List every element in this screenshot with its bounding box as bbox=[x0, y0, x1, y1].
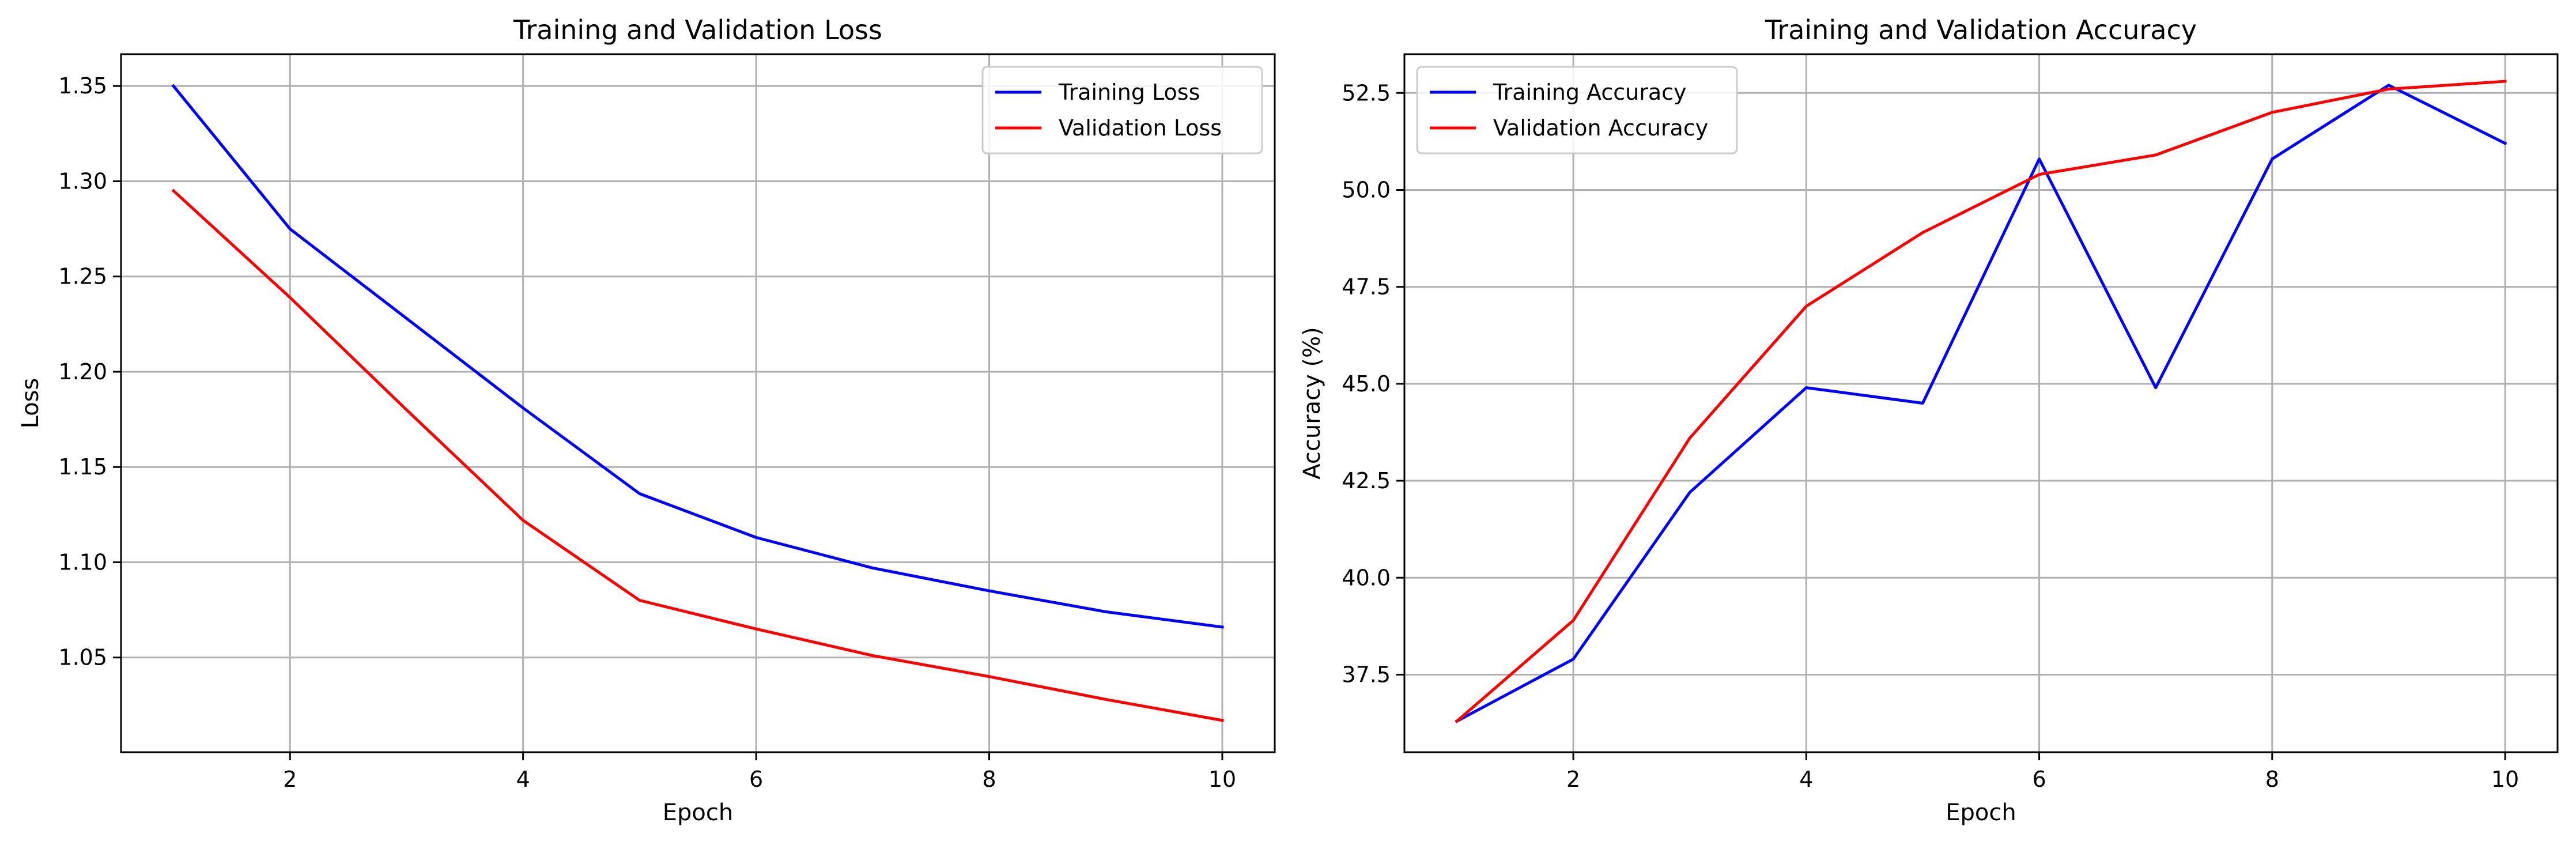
x-tick-label: 8 bbox=[982, 767, 996, 792]
accuracy-chart: 2 4 6 8 10 37.5 40.0 42.5 45.0 47.5 50.0 52.5 Traini… bbox=[1299, 14, 2559, 826]
y-tick-label: 1.10 bbox=[58, 549, 107, 575]
series-line-validation bbox=[171, 188, 1224, 722]
y-tick-label: 45.0 bbox=[1342, 371, 1391, 397]
axes-frame bbox=[120, 53, 1276, 753]
legend-label: Validation Accuracy bbox=[1493, 115, 1708, 141]
loss-chart: 2 4 6 8 10 1.05 1.10 1.15 1.20 1.25 1.30 1.35 Traini… bbox=[17, 14, 1276, 826]
x-axis-label: Epoch bbox=[1946, 799, 2016, 826]
legend-label: Validation Loss bbox=[1059, 115, 1222, 141]
chart-title: Training and Validation Accuracy bbox=[1765, 14, 2197, 46]
series-line-training bbox=[1455, 84, 2507, 723]
x-tick-label: 2 bbox=[283, 767, 297, 792]
axes-frame bbox=[1403, 53, 2559, 753]
y-tick-label: 37.5 bbox=[1342, 662, 1391, 687]
y-axis-label: Loss bbox=[17, 378, 44, 429]
x-tick-label: 6 bbox=[749, 767, 763, 792]
legend-label: Training Accuracy bbox=[1493, 80, 1687, 105]
x-tick-label: 2 bbox=[1566, 767, 1580, 792]
legend: Training Loss Validation Loss bbox=[981, 66, 1263, 154]
legend: Training Accuracy Validation Accuracy bbox=[1416, 66, 1738, 154]
y-tick-label: 40.0 bbox=[1342, 565, 1391, 590]
y-axis-label: Accuracy (%) bbox=[1299, 327, 1325, 480]
x-axis-label: Epoch bbox=[663, 799, 733, 826]
y-tick-label: 1.15 bbox=[58, 454, 107, 480]
y-tick-label: 1.25 bbox=[58, 264, 107, 289]
series-line-training bbox=[171, 84, 1224, 629]
legend-label: Training Loss bbox=[1058, 80, 1200, 105]
x-tick-label: 4 bbox=[1799, 767, 1813, 792]
y-tick-label: 52.5 bbox=[1342, 80, 1391, 105]
y-tick-label: 1.20 bbox=[58, 359, 107, 384]
y-tick-label: 50.0 bbox=[1342, 177, 1391, 202]
legend-box bbox=[981, 66, 1263, 154]
y-tick-label: 42.5 bbox=[1342, 468, 1391, 493]
series-line-validation bbox=[1455, 80, 2507, 723]
x-tick-label: 6 bbox=[2032, 767, 2046, 792]
y-tick-label: 1.35 bbox=[58, 73, 107, 99]
y-tick-label: 47.5 bbox=[1342, 274, 1391, 300]
y-tick-label: 1.05 bbox=[58, 645, 107, 670]
x-tick-label: 10 bbox=[2491, 767, 2519, 792]
y-tick-label: 1.30 bbox=[58, 168, 107, 194]
chart-title: Training and Validation Loss bbox=[513, 14, 882, 46]
x-tick-label: 8 bbox=[2265, 767, 2279, 792]
x-tick-label: 10 bbox=[1208, 767, 1236, 792]
legend-box bbox=[1416, 66, 1738, 154]
x-tick-label: 4 bbox=[516, 767, 530, 792]
